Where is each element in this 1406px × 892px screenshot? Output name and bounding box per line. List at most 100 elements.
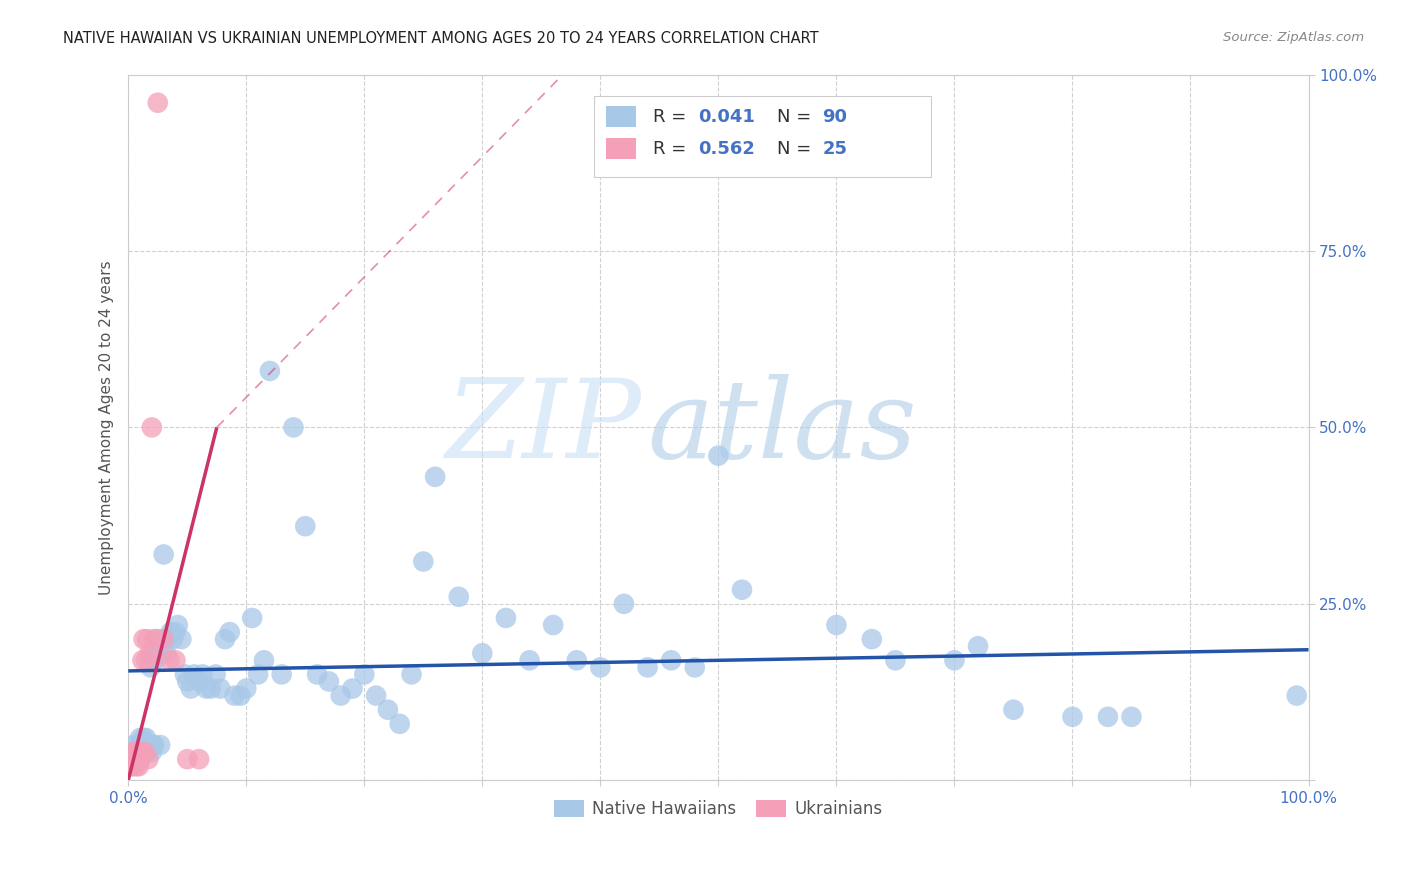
- Point: [122, 752, 145, 766]
- Legend: Native Hawaiians, Ukrainians: Native Hawaiians, Ukrainians: [547, 793, 890, 825]
- Point: [170, 632, 193, 647]
- Text: R =: R =: [654, 108, 693, 126]
- Point: [165, 625, 187, 640]
- Point: [141, 420, 163, 434]
- Text: R =: R =: [654, 140, 693, 158]
- Point: [214, 632, 236, 647]
- Point: [129, 731, 152, 745]
- Point: [176, 752, 198, 766]
- Point: [191, 667, 214, 681]
- Point: [146, 646, 169, 660]
- Point: [122, 759, 145, 773]
- Point: [195, 681, 218, 696]
- Point: [224, 689, 246, 703]
- Point: [1121, 710, 1143, 724]
- Point: [825, 618, 848, 632]
- Point: [138, 646, 160, 660]
- Point: [1097, 710, 1119, 724]
- Point: [884, 653, 907, 667]
- Text: ZIP: ZIP: [446, 374, 641, 481]
- Point: [183, 667, 205, 681]
- Point: [589, 660, 612, 674]
- Point: [129, 738, 152, 752]
- Point: [134, 738, 156, 752]
- FancyBboxPatch shape: [606, 106, 636, 128]
- Point: [235, 681, 257, 696]
- Point: [129, 745, 152, 759]
- Point: [132, 632, 155, 647]
- Point: [270, 667, 292, 681]
- Point: [152, 632, 174, 647]
- Point: [166, 618, 188, 632]
- Point: [229, 689, 252, 703]
- Point: [125, 759, 148, 773]
- Point: [152, 548, 174, 562]
- Point: [200, 681, 222, 696]
- Point: [143, 632, 166, 647]
- Point: [150, 646, 173, 660]
- Point: [174, 667, 197, 681]
- Point: [159, 653, 181, 667]
- Point: [307, 667, 329, 681]
- Point: [142, 738, 165, 752]
- Point: [145, 653, 167, 667]
- Point: [157, 632, 180, 647]
- Point: [188, 674, 211, 689]
- Text: 90: 90: [823, 108, 848, 126]
- Point: [353, 667, 375, 681]
- Point: [124, 745, 146, 759]
- Point: [138, 653, 160, 667]
- Point: [495, 611, 517, 625]
- Point: [1002, 703, 1025, 717]
- Point: [731, 582, 754, 597]
- Text: Source: ZipAtlas.com: Source: ZipAtlas.com: [1223, 31, 1364, 45]
- Point: [165, 653, 187, 667]
- Point: [149, 738, 172, 752]
- Point: [145, 632, 167, 647]
- Point: [283, 420, 305, 434]
- Point: [128, 738, 150, 752]
- Point: [240, 611, 263, 625]
- Point: [162, 632, 184, 647]
- Point: [136, 632, 159, 647]
- Point: [188, 752, 211, 766]
- Point: [127, 752, 149, 766]
- Point: [141, 745, 163, 759]
- Point: [1285, 689, 1308, 703]
- Text: 25: 25: [823, 140, 848, 158]
- Point: [135, 653, 157, 667]
- Point: [613, 597, 636, 611]
- Point: [247, 667, 270, 681]
- Point: [1062, 710, 1084, 724]
- FancyBboxPatch shape: [606, 138, 636, 159]
- Point: [707, 449, 730, 463]
- Point: [122, 752, 145, 766]
- Point: [180, 681, 202, 696]
- Point: [159, 625, 181, 640]
- Text: 0.562: 0.562: [699, 140, 755, 158]
- Point: [127, 745, 149, 759]
- Point: [136, 745, 159, 759]
- Point: [519, 653, 541, 667]
- Text: atlas: atlas: [648, 374, 917, 481]
- Point: [565, 653, 588, 667]
- Point: [155, 646, 177, 660]
- Point: [134, 745, 156, 759]
- Point: [412, 554, 434, 568]
- Point: [318, 674, 340, 689]
- Point: [209, 681, 232, 696]
- Point: [128, 759, 150, 773]
- Point: [329, 689, 352, 703]
- Point: [129, 752, 152, 766]
- Point: [122, 738, 145, 752]
- Point: [132, 731, 155, 745]
- Point: [121, 759, 143, 773]
- Point: [204, 667, 226, 681]
- Point: [146, 95, 169, 110]
- Point: [377, 703, 399, 717]
- Point: [122, 745, 145, 759]
- Point: [129, 752, 152, 766]
- Point: [342, 681, 364, 696]
- Point: [447, 590, 470, 604]
- Text: N =: N =: [778, 140, 817, 158]
